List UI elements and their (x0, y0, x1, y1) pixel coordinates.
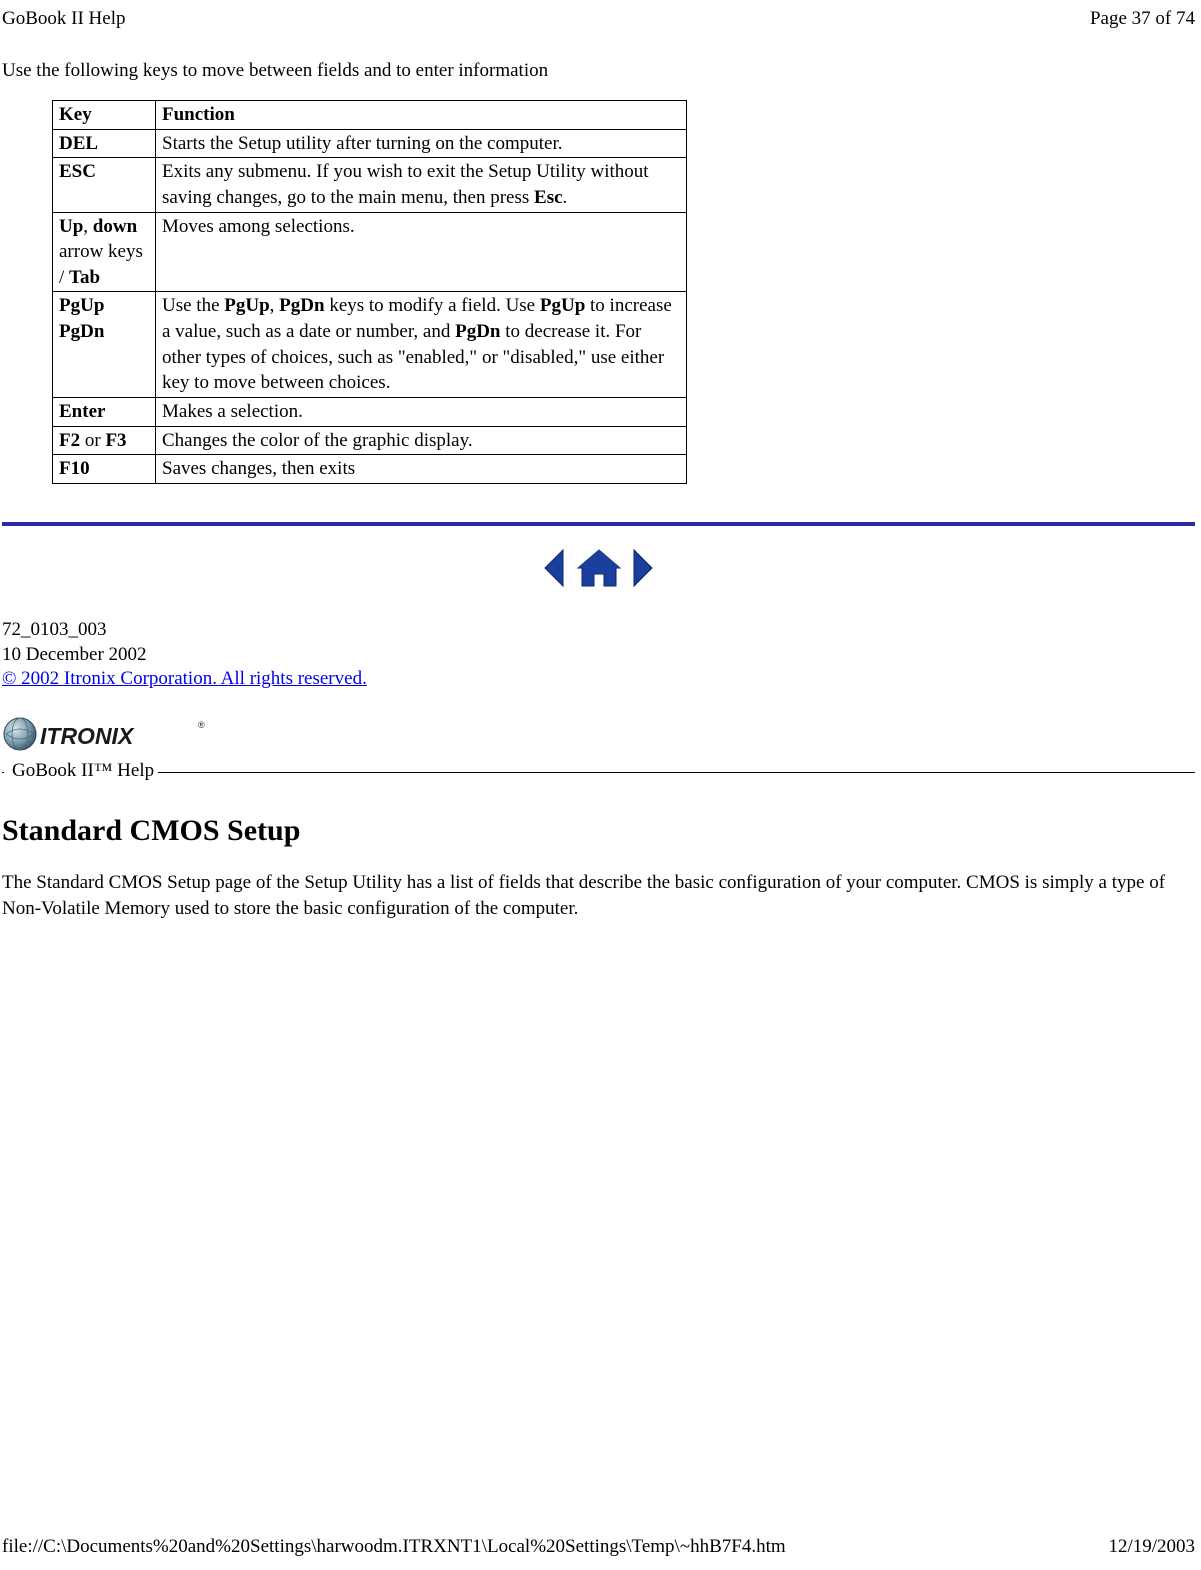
table-row: Up, down arrow keys / TabMoves among sel… (53, 212, 687, 292)
table-cell-function: Use the PgUp, PgDn keys to modify a fiel… (156, 292, 687, 398)
table-cell-function: Saves changes, then exits (156, 455, 687, 484)
svg-text:®: ® (198, 720, 205, 730)
doc-date: 10 December 2002 (2, 643, 1195, 668)
next-arrow-icon[interactable] (630, 548, 656, 588)
prev-arrow-icon[interactable] (541, 548, 567, 588)
table-header-key: Key (53, 101, 156, 130)
table-cell-key: PgUp PgDn (53, 292, 156, 398)
table-cell-key: ESC (53, 158, 156, 212)
table-header-function: Function (156, 101, 687, 130)
section-heading: Standard CMOS Setup (2, 814, 1195, 848)
table-cell-function: Changes the color of the graphic display… (156, 426, 687, 455)
table-cell-function: Makes a selection. (156, 398, 687, 427)
table-cell-function: Starts the Setup utility after turning o… (156, 129, 687, 158)
intro-text: Use the following keys to move between f… (2, 60, 1195, 82)
footer-path: file://C:\Documents%20and%20Settings\har… (2, 1536, 786, 1558)
table-cell-key: Up, down arrow keys / Tab (53, 212, 156, 292)
home-icon[interactable] (576, 548, 622, 588)
section-label: GoBook II™ Help (4, 760, 158, 782)
nav-icons-row (2, 548, 1195, 588)
section-body: The Standard CMOS Setup page of the Setu… (2, 870, 1195, 921)
svg-text:ITRONIX: ITRONIX (40, 723, 135, 749)
table-cell-key: Enter (53, 398, 156, 427)
table-cell-key: DEL (53, 129, 156, 158)
doc-ref: 72_0103_003 (2, 618, 1195, 643)
key-function-table: KeyFunctionDELStarts the Setup utility a… (52, 100, 687, 484)
table-row: ESCExits any submenu. If you wish to exi… (53, 158, 687, 212)
table-cell-function: Exits any submenu. If you wish to exit t… (156, 158, 687, 212)
table-cell-function: Moves among selections. (156, 212, 687, 292)
table-cell-key: F10 (53, 455, 156, 484)
table-row: F2 or F3Changes the color of the graphic… (53, 426, 687, 455)
page-indicator: Page 37 of 74 (1090, 8, 1195, 30)
section-label-row: GoBook II™ Help (2, 760, 1195, 782)
itronix-logo: ITRONIX ® (2, 714, 1195, 754)
copyright-link[interactable]: © 2002 Itronix Corporation. All rights r… (2, 668, 367, 689)
table-cell-key: F2 or F3 (53, 426, 156, 455)
table-row: DELStarts the Setup utility after turnin… (53, 129, 687, 158)
section-divider (2, 522, 1195, 526)
footer-date: 12/19/2003 (1108, 1536, 1195, 1558)
table-row: PgUp PgDnUse the PgUp, PgDn keys to modi… (53, 292, 687, 398)
table-row: EnterMakes a selection. (53, 398, 687, 427)
header-title: GoBook II Help (2, 8, 125, 30)
table-row: F10Saves changes, then exits (53, 455, 687, 484)
